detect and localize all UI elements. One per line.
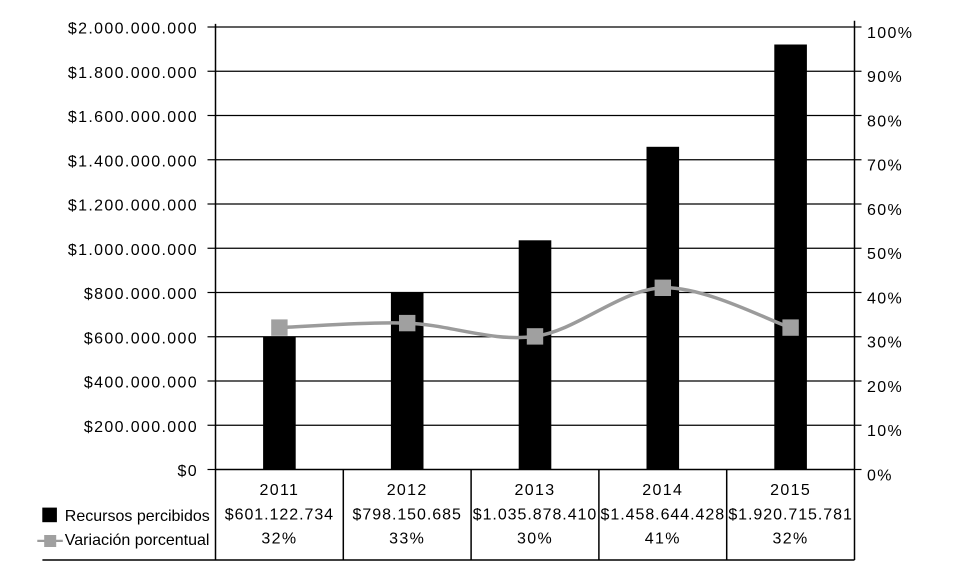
svg-text:40%: 40% — [867, 290, 903, 307]
svg-text:$601.122.734: $601.122.734 — [225, 507, 334, 524]
svg-text:$800.000.000: $800.000.000 — [84, 286, 198, 303]
svg-text:$1.035.878.410: $1.035.878.410 — [473, 507, 598, 524]
svg-text:2015: 2015 — [770, 482, 811, 499]
svg-text:0%: 0% — [867, 467, 893, 484]
svg-text:33%: 33% — [389, 531, 425, 548]
svg-text:$2.000.000.000: $2.000.000.000 — [68, 21, 198, 38]
svg-text:$1.800.000.000: $1.800.000.000 — [68, 65, 198, 82]
svg-text:60%: 60% — [867, 202, 903, 219]
svg-text:30%: 30% — [867, 335, 903, 352]
svg-text:90%: 90% — [867, 69, 903, 86]
svg-text:30%: 30% — [517, 531, 553, 548]
svg-text:2013: 2013 — [515, 482, 556, 499]
svg-text:$1.458.644.428: $1.458.644.428 — [601, 507, 726, 524]
svg-text:$1.000.000.000: $1.000.000.000 — [68, 242, 198, 259]
svg-text:32%: 32% — [773, 531, 809, 548]
svg-text:$798.150.685: $798.150.685 — [353, 507, 462, 524]
svg-text:Recursos percibidos: Recursos percibidos — [65, 508, 210, 525]
svg-text:$1.200.000.000: $1.200.000.000 — [68, 198, 198, 215]
svg-text:$400.000.000: $400.000.000 — [84, 375, 198, 392]
svg-text:$0: $0 — [178, 463, 199, 480]
svg-text:2014: 2014 — [642, 482, 683, 499]
svg-text:$1.600.000.000: $1.600.000.000 — [68, 109, 198, 126]
svg-text:Variación porcentual: Variación porcentual — [65, 532, 210, 549]
svg-text:$1.920.715.781: $1.920.715.781 — [728, 507, 853, 524]
svg-text:70%: 70% — [867, 158, 903, 175]
svg-text:10%: 10% — [867, 423, 903, 440]
svg-text:$200.000.000: $200.000.000 — [84, 419, 198, 436]
svg-text:80%: 80% — [867, 113, 903, 130]
svg-text:$1.400.000.000: $1.400.000.000 — [68, 153, 198, 170]
svg-text:$600.000.000: $600.000.000 — [84, 330, 198, 347]
svg-text:41%: 41% — [645, 531, 681, 548]
svg-text:32%: 32% — [261, 531, 297, 548]
svg-text:50%: 50% — [867, 246, 903, 263]
svg-text:20%: 20% — [867, 379, 903, 396]
svg-text:2012: 2012 — [387, 482, 428, 499]
svg-text:2011: 2011 — [259, 482, 299, 499]
svg-text:100%: 100% — [867, 25, 913, 42]
